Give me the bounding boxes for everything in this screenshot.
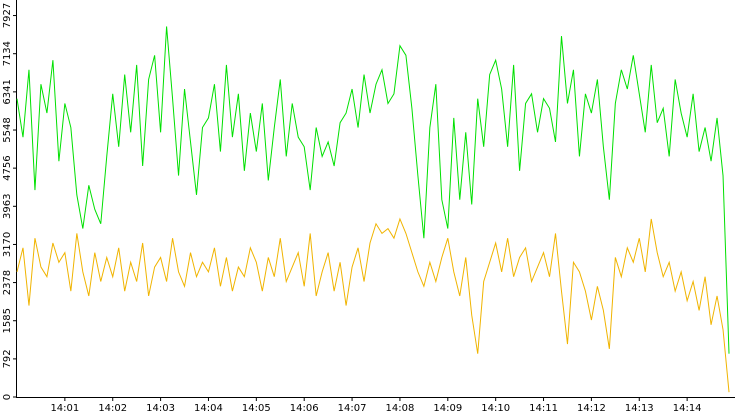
x-tick-label: 14:08	[386, 403, 415, 414]
x-tick-label: 14:06	[290, 403, 319, 414]
y-tick-label: 7134	[2, 41, 13, 66]
x-tick-label: 14:02	[98, 403, 127, 414]
x-tick-label: 14:13	[625, 403, 654, 414]
y-tick-label: 6341	[2, 79, 13, 104]
y-tick-label: 7927	[2, 3, 13, 28]
y-tick-label: 0	[2, 394, 13, 400]
x-tick-label: 14:14	[673, 403, 702, 414]
x-tick-label: 14:04	[194, 403, 223, 414]
x-tick-label: 14:03	[146, 403, 175, 414]
x-tick-label: 14:07	[338, 403, 367, 414]
y-tick-label: 3170	[2, 232, 13, 257]
y-tick-label: 3963	[2, 194, 13, 219]
series-line	[16, 26, 730, 354]
x-tick-label: 14:01	[50, 403, 79, 414]
y-tick-label: 1585	[2, 308, 13, 333]
y-tick-label: 792	[2, 349, 13, 368]
y-tick-label: 4756	[2, 155, 13, 180]
y-tick-label: 2378	[2, 270, 13, 295]
x-tick-label: 14:11	[529, 403, 558, 414]
series-line	[16, 217, 730, 393]
x-tick-label: 14:12	[577, 403, 606, 414]
x-tick-label: 14:10	[481, 403, 510, 414]
x-tick-label: 14:05	[242, 403, 271, 414]
x-tick-label: 14:09	[433, 403, 462, 414]
y-tick-label: 5548	[2, 117, 13, 142]
